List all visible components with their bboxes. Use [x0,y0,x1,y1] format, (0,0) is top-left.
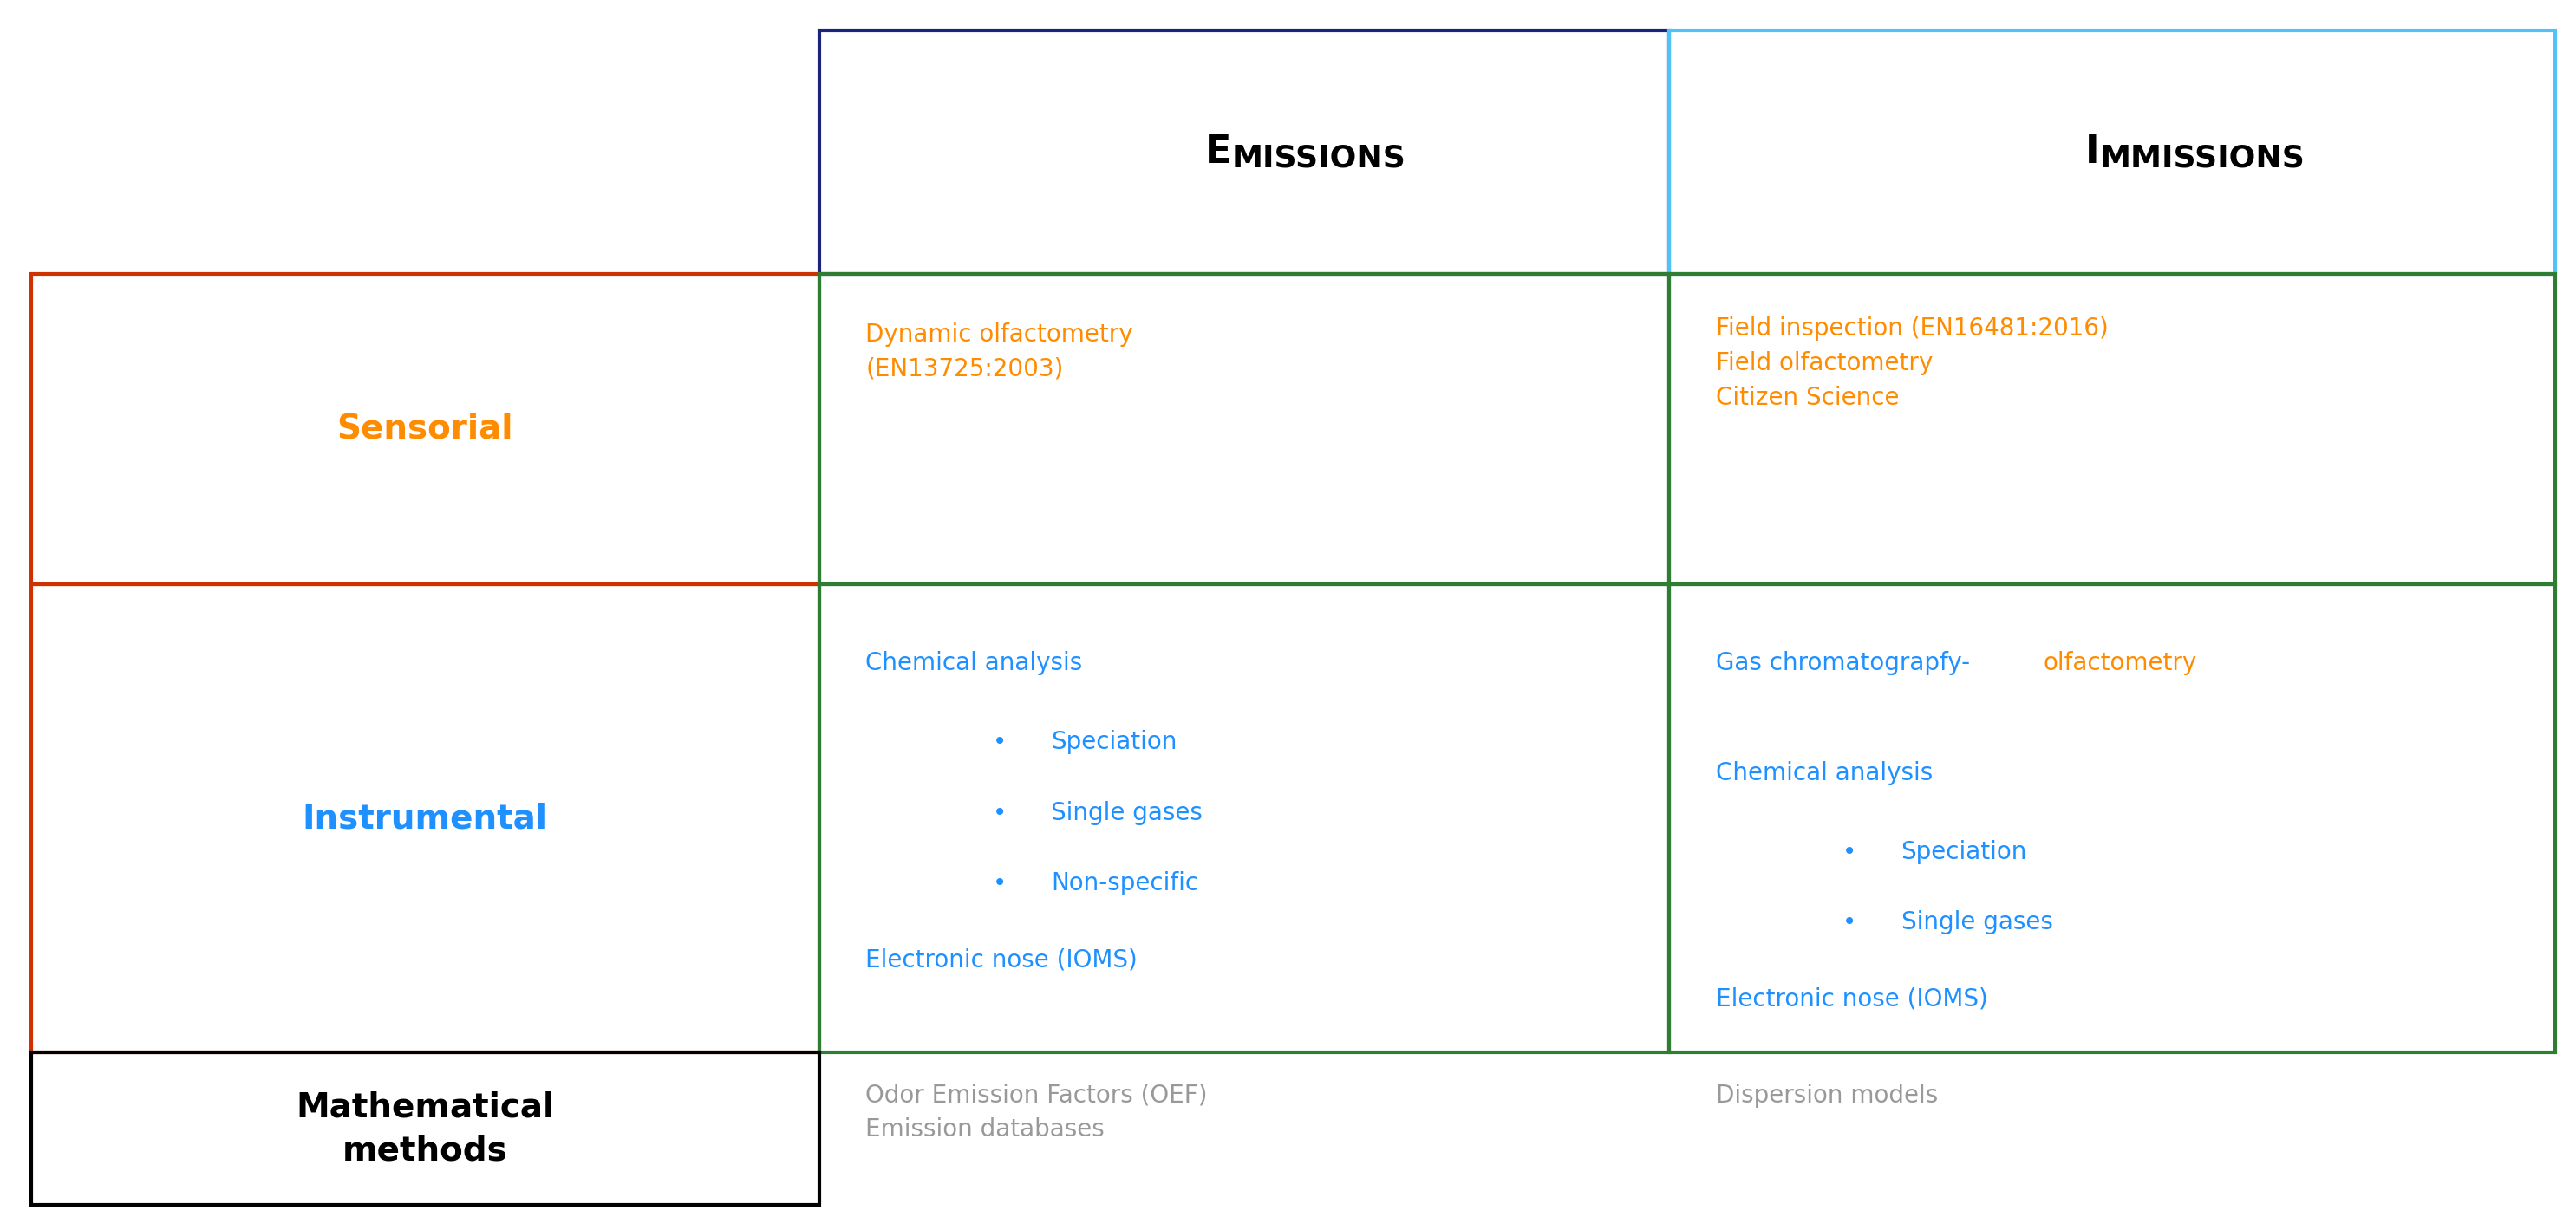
Text: Electronic nose (IOMS): Electronic nose (IOMS) [1716,987,1989,1011]
Text: Single gases: Single gases [1901,910,2053,935]
Text: Mathematical
methods: Mathematical methods [296,1090,554,1167]
Text: Single gases: Single gases [1051,801,1203,825]
Bar [1669,30,2555,274]
Bar [819,274,1669,584]
Text: Non-specific: Non-specific [1051,871,1198,896]
Bar [819,30,1669,274]
Text: •: • [992,871,1007,896]
Text: •: • [1842,840,1857,864]
Text: MISSIONS: MISSIONS [1231,144,1406,173]
Text: •: • [992,801,1007,825]
Text: olfactometry: olfactometry [2043,651,2197,675]
Bar [31,584,819,1053]
Text: Gas chromatograpfy-: Gas chromatograpfy- [1716,651,1971,675]
Text: Dispersion models: Dispersion models [1716,1083,1937,1107]
Bar [1669,584,2555,1053]
Text: •: • [992,730,1007,755]
Text: Speciation: Speciation [1051,730,1177,755]
Text: Odor Emission Factors (OEF)
Emission databases: Odor Emission Factors (OEF) Emission dat… [866,1083,1208,1142]
Bar [1669,274,2555,584]
Text: MMISSIONS: MMISSIONS [2099,144,2306,173]
Text: Instrumental: Instrumental [301,802,549,835]
Text: Field inspection (EN16481:2016)
Field olfactometry
Citizen Science: Field inspection (EN16481:2016) Field ol… [1716,316,2107,410]
Text: E: E [1206,134,1231,170]
Text: Chemical analysis: Chemical analysis [1716,761,1932,785]
Text: Chemical analysis: Chemical analysis [866,651,1082,675]
Bar [819,584,1669,1053]
Text: Dynamic olfactometry
(EN13725:2003): Dynamic olfactometry (EN13725:2003) [866,323,1133,381]
Text: I: I [2084,134,2099,170]
Text: Speciation: Speciation [1901,840,2027,864]
Text: •: • [1842,910,1857,935]
Text: Sensorial: Sensorial [337,413,513,445]
Bar [31,1053,819,1205]
Text: Electronic nose (IOMS): Electronic nose (IOMS) [866,948,1139,972]
Bar [31,274,819,584]
